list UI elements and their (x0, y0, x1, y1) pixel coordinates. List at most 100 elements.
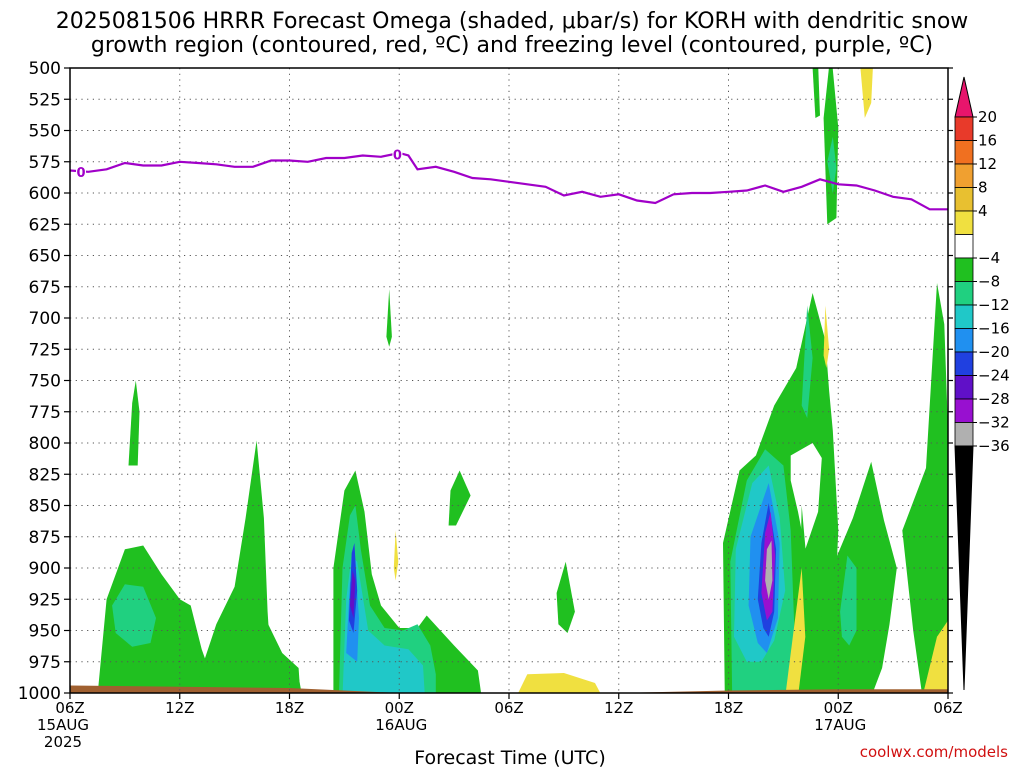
omega-region-cyan-7 (342, 555, 425, 693)
omega-region-green-12 (448, 470, 471, 526)
omega-region-green-3 (128, 380, 140, 466)
omega-region-teal-4 (112, 584, 156, 647)
y-tick-label-725: 725 (29, 340, 61, 360)
freezing-level-line (69, 151, 948, 211)
colorbar-label-6: −8 (978, 273, 1000, 291)
colorbar-label-3: 8 (978, 179, 988, 197)
freezing-level-contour: 00 (69, 146, 948, 211)
x-tick-label-12-0: 18Z (275, 699, 304, 717)
ground-terrain (70, 685, 948, 693)
omega-region-teal-29 (827, 136, 837, 193)
plot-area (70, 68, 948, 693)
y-tick-label-900: 900 (29, 559, 61, 579)
omega-region-green-14 (556, 561, 575, 633)
colorbar-swatch-0 (954, 116, 974, 141)
colorbar-label-4: 4 (978, 202, 988, 220)
y-tick-label-775: 775 (29, 403, 61, 423)
y-tick-label-750: 750 (29, 372, 61, 392)
colorbar-swatch-3 (954, 187, 974, 212)
omega-region-teal-18 (801, 305, 813, 418)
omega-region-yellow-35 (923, 620, 948, 693)
omega-region-green-0 (97, 545, 217, 693)
y-tick-label-675: 675 (29, 278, 61, 298)
colorbar-swatch-11 (954, 375, 974, 400)
colorbar-swatch-8 (954, 304, 974, 329)
freezing-label-bg-0 (75, 163, 86, 179)
colorbar-label-7: −12 (978, 296, 1010, 314)
colorbar-label-9: −20 (978, 343, 1010, 361)
x-axis-label: Forecast Time (UTC) (414, 747, 605, 768)
y-tick-label-625: 625 (29, 215, 61, 235)
y-tick-label-700: 700 (29, 309, 61, 329)
colorbar-swatch-10 (954, 351, 974, 376)
colorbar: 20 16 12 8 4 −4 −8 −12 −16 −20 −24 −28 −32 −36 (954, 76, 1010, 691)
colorbar-swatch-7 (954, 281, 974, 306)
x-tick-label-0-0: 06Z (55, 699, 84, 717)
x-tick-label-0-1: 15AUG (37, 716, 89, 734)
y-tick-label-925: 925 (29, 590, 61, 610)
freezing-label-bg-1 (392, 146, 403, 162)
colorbar-label-2: 12 (978, 155, 997, 173)
omega-region-yellow-33 (518, 673, 601, 693)
y-tick-label-575: 575 (29, 153, 61, 173)
omega-region-white-gap-16 (790, 443, 822, 550)
colorbar-swatch-5 (954, 234, 974, 259)
chart-title-line-1: 2025081506 HRRR Forecast Omega (shaded, … (56, 9, 969, 34)
y-tick-label-500: 500 (29, 59, 61, 79)
x-tick-label-42-1: 17AUG (814, 716, 866, 734)
freezing-level-label-0: 0 (76, 166, 85, 181)
omega-region-green-2 (243, 568, 301, 693)
y-tick-label-975: 975 (29, 653, 61, 673)
colorbar-swatch-4 (954, 210, 974, 235)
y-tick-label-850: 850 (29, 497, 61, 517)
colorbar-label-11: −28 (978, 390, 1010, 408)
omega-region-yellow-32 (823, 305, 830, 368)
x-tick-label-24-0: 06Z (494, 699, 523, 717)
omega-region-yellow-31 (860, 68, 873, 118)
omega-region-purple-10 (349, 570, 356, 618)
x-tick-label-30-0: 12Z (604, 699, 633, 717)
x-tick-label-48-0: 06Z (933, 699, 962, 717)
omega-region-green-26 (902, 283, 948, 693)
axes: 500 525 550 575 600 625 650 675 700 725 750 775 800 8… (18, 59, 963, 751)
colorbar-swatch-12 (954, 398, 974, 423)
colorbar-swatch-13 (954, 422, 974, 447)
omega-region-green-13 (386, 289, 392, 347)
y-tick-label-1000: 1000 (18, 684, 61, 704)
y-tick-label-550: 550 (29, 122, 61, 142)
colorbar-top-arrow (954, 76, 974, 118)
x-tick-label-6-0: 12Z (165, 699, 194, 717)
colorbar-label-5: −4 (978, 249, 1000, 267)
y-tick-label-825: 825 (29, 465, 61, 485)
x-tick-label-42-0: 00Z (824, 699, 853, 717)
colorbar-swatch-2 (954, 163, 974, 188)
chart-title-line-2: growth region (contoured, red, ºC) and f… (91, 33, 933, 58)
y-tick-label-650: 650 (29, 247, 61, 267)
colorbar-label-0: 20 (978, 108, 997, 126)
colorbar-swatch-6 (954, 257, 974, 282)
y-tick-label-800: 800 (29, 434, 61, 454)
y-tick-label-600: 600 (29, 184, 61, 204)
omega-region-gray-23 (765, 540, 773, 600)
grid-lines (70, 68, 948, 693)
x-tick-label-18-0: 00Z (385, 699, 414, 717)
omega-region-green-30 (812, 68, 820, 118)
colorbar-label-8: −16 (978, 320, 1010, 338)
freezing-level-label-1: 0 (393, 148, 402, 163)
colorbar-label-13: −36 (978, 437, 1010, 455)
colorbar-bottom-arrow (954, 445, 974, 691)
y-tick-label-950: 950 (29, 622, 61, 642)
x-tick-label-18-1: 16AUG (375, 716, 427, 734)
colorbar-label-1: 16 (978, 132, 997, 150)
omega-region-teal-25 (840, 555, 857, 646)
colorbar-label-12: −32 (978, 414, 1010, 432)
y-tick-label-875: 875 (29, 528, 61, 548)
colorbar-label-10: −24 (978, 367, 1010, 385)
colorbar-swatch-1 (954, 140, 974, 165)
x-tick-label-36-0: 18Z (714, 699, 743, 717)
omega-region-green-24 (816, 461, 897, 693)
site-credit[interactable]: coolwx.com/models (860, 743, 1008, 761)
colorbar-swatch-9 (954, 328, 974, 353)
